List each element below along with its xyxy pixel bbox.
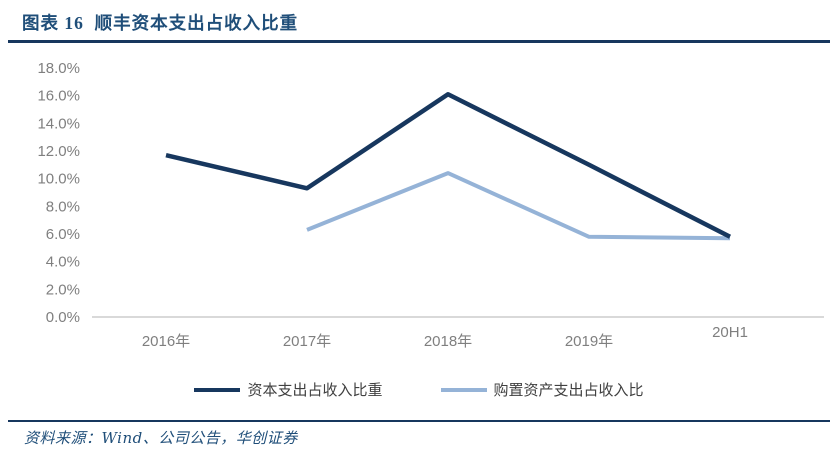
- legend-item-capex-ratio: 资本支出占收入比重: [194, 379, 383, 400]
- line-chart: 18.0% 16.0% 14.0% 12.0% 10.0% 8.0% 6.0% …: [37, 60, 824, 350]
- series-line-purchase-asset-ratio: [306, 171, 731, 241]
- y-axis-labels: 18.0% 16.0% 14.0% 12.0% 10.0% 8.0% 6.0% …: [37, 60, 80, 326]
- legend-label-capex-ratio: 资本支出占收入比重: [247, 382, 383, 399]
- y-tick-label: 18.0%: [37, 60, 80, 77]
- legend-item-purchase-asset-ratio: 购置资产支出占收入比: [440, 379, 644, 400]
- source-note: 资料来源：Wind、公司公告，华创证券: [24, 429, 298, 447]
- x-axis-labels: 2016年 2017年 2018年 2019年 20H1: [142, 324, 748, 350]
- x-tick-label: 2019年: [565, 333, 613, 350]
- series-line-capex-ratio: [165, 92, 732, 239]
- legend-swatch-purchase-asset-ratio: [440, 387, 487, 392]
- y-tick-label: 12.0%: [37, 143, 80, 160]
- y-tick-label: 0.0%: [46, 309, 80, 326]
- y-tick-label: 4.0%: [46, 254, 80, 271]
- source-divider: [8, 420, 830, 422]
- legend-label-purchase-asset-ratio: 购置资产支出占收入比: [493, 382, 644, 399]
- x-tick-label: 2016年: [142, 333, 190, 350]
- x-tick-label: 2017年: [283, 333, 331, 350]
- chart-title: 图表 16 顺丰资本支出占收入比重: [22, 13, 299, 33]
- y-tick-label: 16.0%: [37, 88, 80, 105]
- x-tick-label: 20H1: [712, 324, 748, 341]
- legend: 资本支出占收入比重 购置资产支出占收入比: [0, 379, 838, 400]
- title-underline: [8, 40, 830, 43]
- x-tick-label: 2018年: [424, 333, 472, 350]
- y-tick-label: 10.0%: [37, 171, 80, 188]
- y-tick-label: 14.0%: [37, 115, 80, 132]
- y-tick-label: 8.0%: [46, 198, 80, 215]
- y-tick-label: 2.0%: [46, 281, 80, 298]
- y-tick-label: 6.0%: [46, 226, 80, 243]
- legend-swatch-capex-ratio: [194, 387, 241, 392]
